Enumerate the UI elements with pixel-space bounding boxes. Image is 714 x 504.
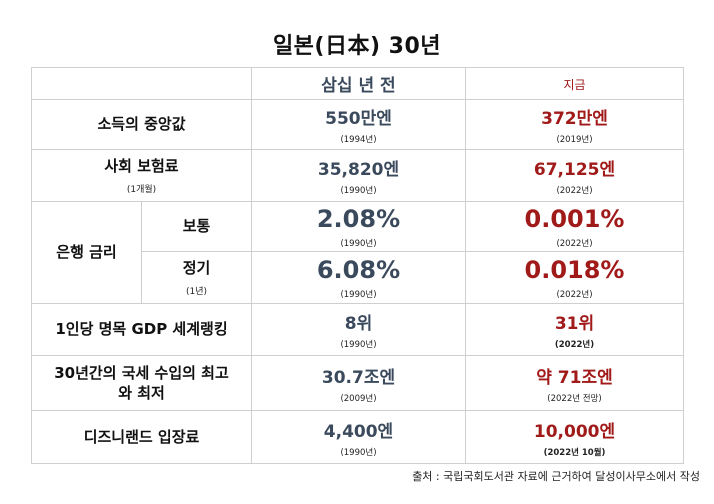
- then-cell: 6.08% (1990년): [251, 251, 466, 304]
- now-cell: 67,125엔 (2022년): [465, 149, 684, 202]
- then-cell: 35,820엔 (1990년): [251, 149, 466, 202]
- row-sublabel: 정기 (1년): [141, 251, 252, 304]
- now-cell: 372만엔 (2019년): [465, 99, 684, 150]
- row-label: 30년간의 국세 수입의 최고와 최저: [31, 355, 252, 411]
- header-now: 지금: [465, 67, 684, 100]
- header-row: 삼십 년 전 지금: [31, 67, 684, 100]
- table-row: 소득의 중앙값 550만엔 (1994년) 372만엔 (2019년): [31, 99, 684, 150]
- now-cell: 0.018% (2022년): [465, 251, 684, 304]
- then-cell: 30.7조엔 (2009년): [251, 355, 466, 411]
- table-row: 1인당 명목 GDP 세계랭킹 8위 (1990년) 31위 (2022년): [31, 303, 684, 356]
- row-label-bank: 은행 금리: [31, 201, 142, 304]
- table-row: 30년간의 국세 수입의 최고와 최저 30.7조엔 (2009년) 약 71조…: [31, 355, 684, 411]
- now-cell: 약 71조엔 (2022년 전망): [465, 355, 684, 411]
- row-sublabel: 보통: [141, 201, 252, 252]
- page-title: 일본(日本) 30년: [272, 34, 442, 59]
- then-cell: 550만엔 (1994년): [251, 99, 466, 150]
- now-cell: 31위 (2022년): [465, 303, 684, 356]
- comparison-table: 삼십 년 전 지금 소득의 중앙값 550만엔 (1994년) 372만엔 (2…: [31, 67, 684, 464]
- row-label: 1인당 명목 GDP 세계랭킹: [31, 303, 252, 356]
- table-row: 디즈니랜드 입장료 4,400엔 (1990년) 10,000엔 (2022년 …: [31, 410, 684, 464]
- header-then: 삼십 년 전: [251, 67, 466, 100]
- header-empty-cell: [31, 67, 252, 100]
- source-note: 출처 : 국립국회도서관 자료에 근거하여 달성이사무소에서 작성: [412, 470, 700, 483]
- now-cell: 0.001% (2022년): [465, 201, 684, 252]
- then-cell: 8위 (1990년): [251, 303, 466, 356]
- row-label: 디즈니랜드 입장료: [31, 410, 252, 464]
- table-row: 정기 (1년) 6.08% (1990년) 0.018% (2022년): [32, 251, 684, 304]
- then-cell: 2.08% (1990년): [251, 201, 466, 252]
- table-row: 사회 보험료 (1개월) 35,820엔 (1990년) 67,125엔 (20…: [31, 149, 684, 202]
- row-label: 소득의 중앙값: [31, 99, 252, 150]
- now-cell: 10,000엔 (2022년 10월): [465, 410, 684, 464]
- table-row: 은행 금리 보통 2.08% (1990년) 0.001% (2022년): [31, 201, 684, 304]
- then-cell: 4,400엔 (1990년): [251, 410, 466, 464]
- row-label: 사회 보험료 (1개월): [31, 149, 252, 202]
